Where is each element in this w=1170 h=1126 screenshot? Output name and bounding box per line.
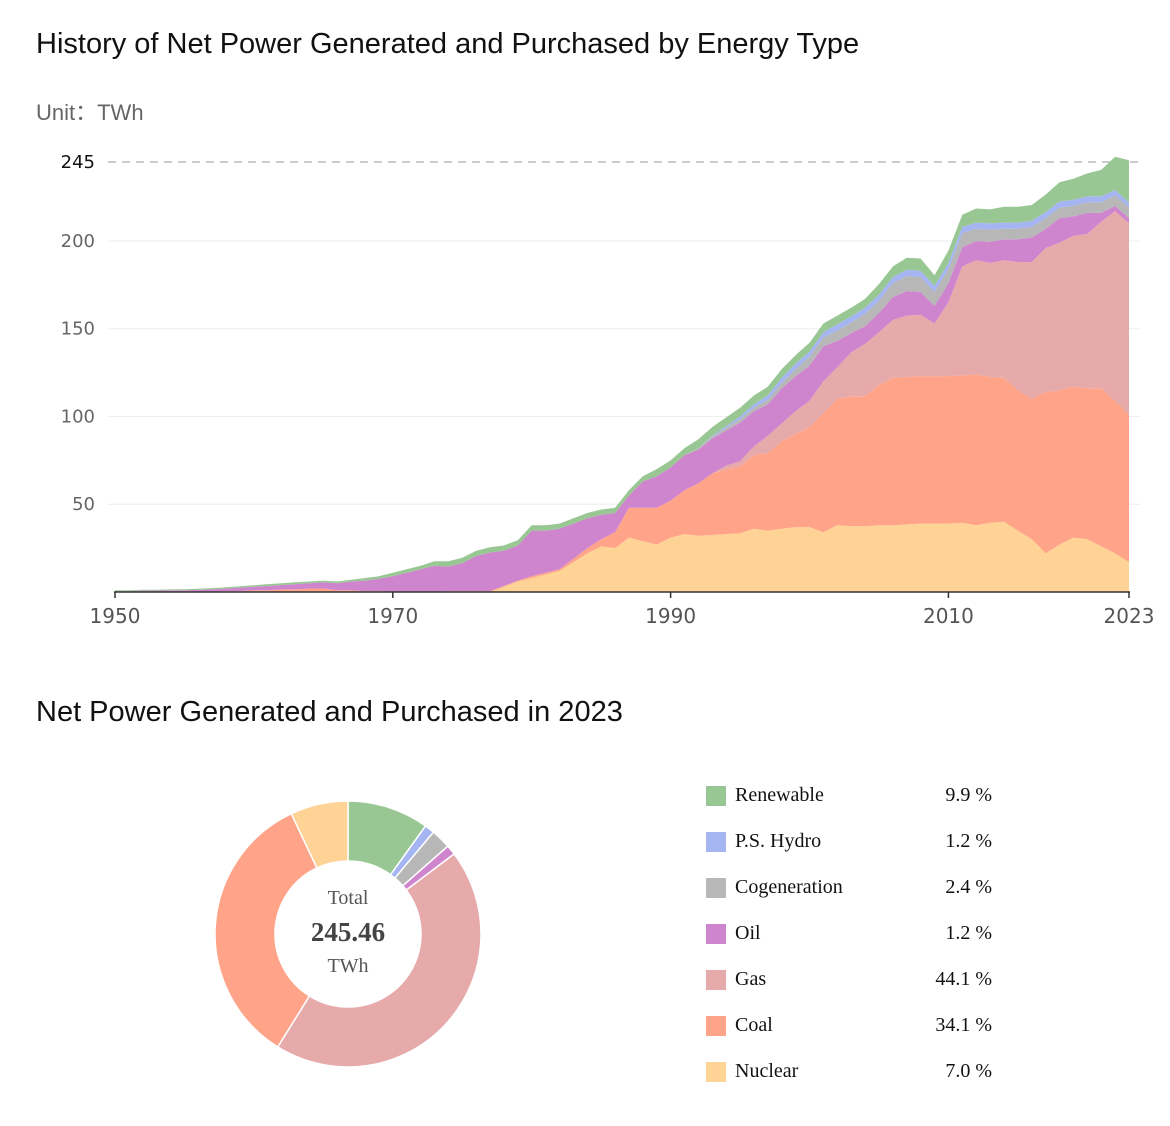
x-tick-label: 1950 xyxy=(90,604,141,628)
legend-percent: 9.9 % xyxy=(945,784,992,806)
donut-chart xyxy=(214,800,482,1068)
legend-item[interactable]: Gas 44.1 % xyxy=(706,964,1006,1010)
legend-item[interactable]: Renewable 9.9 % xyxy=(706,780,1006,826)
legend-label: Cogeneration xyxy=(735,876,843,898)
legend-label: P.S. Hydro xyxy=(735,830,822,852)
y-tick-label: 150 xyxy=(61,319,95,340)
area-series-oil[interactable] xyxy=(115,205,1129,592)
legend-swatch xyxy=(706,924,726,944)
unit-label: Unit：TWh xyxy=(36,100,144,125)
x-tick-label: 2010 xyxy=(923,604,974,628)
legend-percent: 44.1 % xyxy=(935,968,992,990)
legend-label: Oil xyxy=(735,922,761,944)
donut-center: Total 245.46 TWh xyxy=(248,884,448,980)
legend-percent: 2.4 % xyxy=(945,876,992,898)
legend-swatch xyxy=(706,1062,726,1082)
total-label: Total xyxy=(327,887,369,909)
legend-swatch xyxy=(706,878,726,898)
legend-percent: 34.1 % xyxy=(935,1014,992,1036)
legend-item[interactable]: Coal 34.1 % xyxy=(706,1010,1006,1056)
x-tick-label: 1990 xyxy=(645,604,696,628)
y-tick-label: 245 xyxy=(61,152,95,173)
legend-item[interactable]: P.S. Hydro 1.2 % xyxy=(706,826,1006,872)
legend-label: Gas xyxy=(735,968,767,990)
legend-swatch xyxy=(706,970,726,990)
x-tick-label: 2023 xyxy=(1104,604,1155,628)
legend-swatch xyxy=(706,786,726,806)
donut-slice-gas[interactable] xyxy=(276,852,482,1068)
legend-item[interactable]: Nuclear 7.0 % xyxy=(706,1056,1006,1102)
legend-label: Nuclear xyxy=(735,1060,799,1082)
donut-slice-nuclear[interactable] xyxy=(290,800,349,869)
legend-label: Renewable xyxy=(735,784,824,806)
pie-chart-title: Net Power Generated and Purchased in 202… xyxy=(36,696,623,728)
legend-percent: 7.0 % xyxy=(945,1060,992,1082)
legend: Renewable 9.9 % P.S. Hydro 1.2 % Cogener… xyxy=(706,780,1006,1102)
area-chart-title: History of Net Power Generated and Purch… xyxy=(36,28,860,60)
donut-slice-coal[interactable] xyxy=(214,812,318,1048)
legend-percent: 1.2 % xyxy=(945,922,992,944)
area-series-cogeneration[interactable] xyxy=(115,195,1129,592)
legend-swatch xyxy=(706,832,726,852)
legend-item[interactable]: Cogeneration 2.4 % xyxy=(706,872,1006,918)
y-tick-label: 200 xyxy=(61,231,95,252)
legend-label: Coal xyxy=(735,1014,773,1036)
legend-percent: 1.2 % xyxy=(945,830,992,852)
legend-swatch xyxy=(706,1016,726,1036)
area-series-renewable[interactable] xyxy=(115,156,1129,592)
y-tick-label: 100 xyxy=(61,406,95,427)
area-series-nuclear[interactable] xyxy=(115,521,1129,592)
legend-item[interactable]: Oil 1.2 % xyxy=(706,918,1006,964)
total-value: 245.46 xyxy=(310,917,386,947)
y-tick-label: 50 xyxy=(72,494,95,515)
x-tick-label: 1970 xyxy=(367,604,418,628)
stacked-area-chart: 50 100 150 200 245 1950 1970 1990 2010 2023 xyxy=(61,152,1155,628)
total-unit: TWh xyxy=(327,955,369,977)
area-series-coal[interactable] xyxy=(115,374,1129,592)
